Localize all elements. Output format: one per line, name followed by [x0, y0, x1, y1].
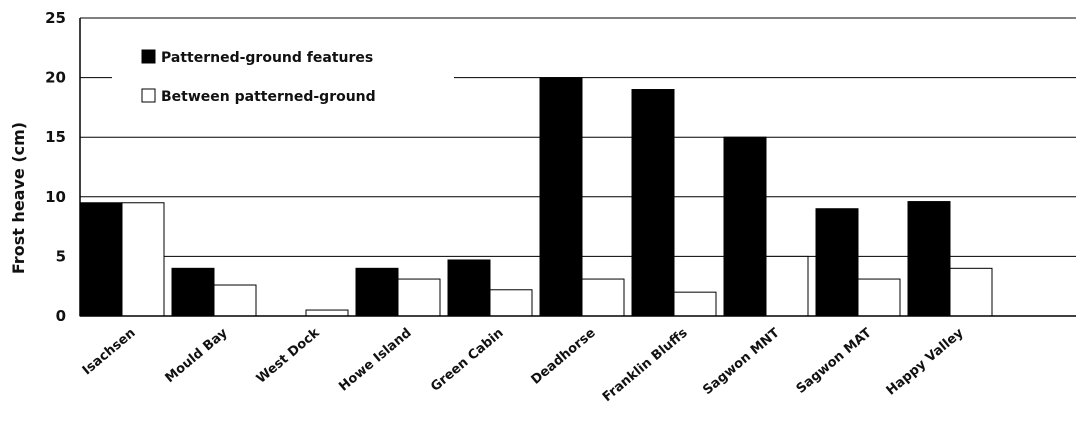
bar-between	[857, 278, 901, 317]
legend: Patterned-ground features Between patter…	[112, 36, 454, 118]
y-tick-label: 10	[45, 188, 66, 206]
bar-patterned	[355, 267, 399, 317]
x-category-label: Happy Valley	[884, 325, 967, 398]
legend-label-between: Between patterned-ground	[161, 89, 376, 105]
x-category-label: Franklin Bluffs	[600, 325, 691, 405]
legend-label-patterned: Patterned-ground features	[161, 50, 373, 66]
y-tick-label: 5	[56, 247, 66, 265]
legend-swatch-patterned	[141, 49, 156, 64]
x-category-labels: Isachsen Mould Bay West Dock Howe Island Gre…	[80, 325, 967, 405]
axes	[79, 18, 1076, 317]
bar-between	[949, 267, 993, 317]
x-category-label: Deadhorse	[529, 325, 599, 387]
bars	[79, 77, 993, 317]
bar-between	[397, 278, 441, 317]
bar-patterned	[171, 267, 215, 317]
bar-between	[673, 291, 717, 317]
bar-between	[581, 278, 625, 317]
bar-between	[765, 255, 809, 317]
y-tick-label: 25	[45, 9, 66, 27]
legend-bg	[112, 36, 454, 118]
bar-between	[305, 309, 349, 317]
y-tick-labels: 0 5 10 15 20 25	[45, 9, 66, 325]
bar-between	[489, 289, 533, 317]
x-category-label: Green Cabin	[428, 326, 506, 395]
x-category-label: West Dock	[254, 325, 323, 386]
bar-between	[121, 202, 165, 317]
bar-patterned	[447, 259, 491, 317]
x-category-label: Sagwon MNT	[700, 325, 782, 398]
y-axis-title: Frost heave (cm)	[9, 122, 28, 274]
bar-patterned	[539, 77, 583, 317]
x-category-label: Mould Bay	[163, 325, 231, 386]
legend-swatch-between	[141, 88, 156, 103]
x-category-label: Isachsen	[80, 326, 139, 379]
bar-patterned	[79, 202, 123, 317]
bar-patterned	[723, 136, 767, 317]
bar-patterned	[907, 201, 951, 317]
x-category-label: Sagwon MAT	[794, 325, 875, 396]
bar-patterned	[815, 208, 859, 317]
y-tick-label: 0	[56, 307, 66, 325]
bar-patterned	[631, 89, 675, 317]
x-category-label: Howe Island	[336, 326, 414, 395]
y-tick-label: 20	[45, 69, 66, 87]
bar-between	[213, 284, 257, 317]
y-tick-label: 15	[45, 128, 66, 146]
